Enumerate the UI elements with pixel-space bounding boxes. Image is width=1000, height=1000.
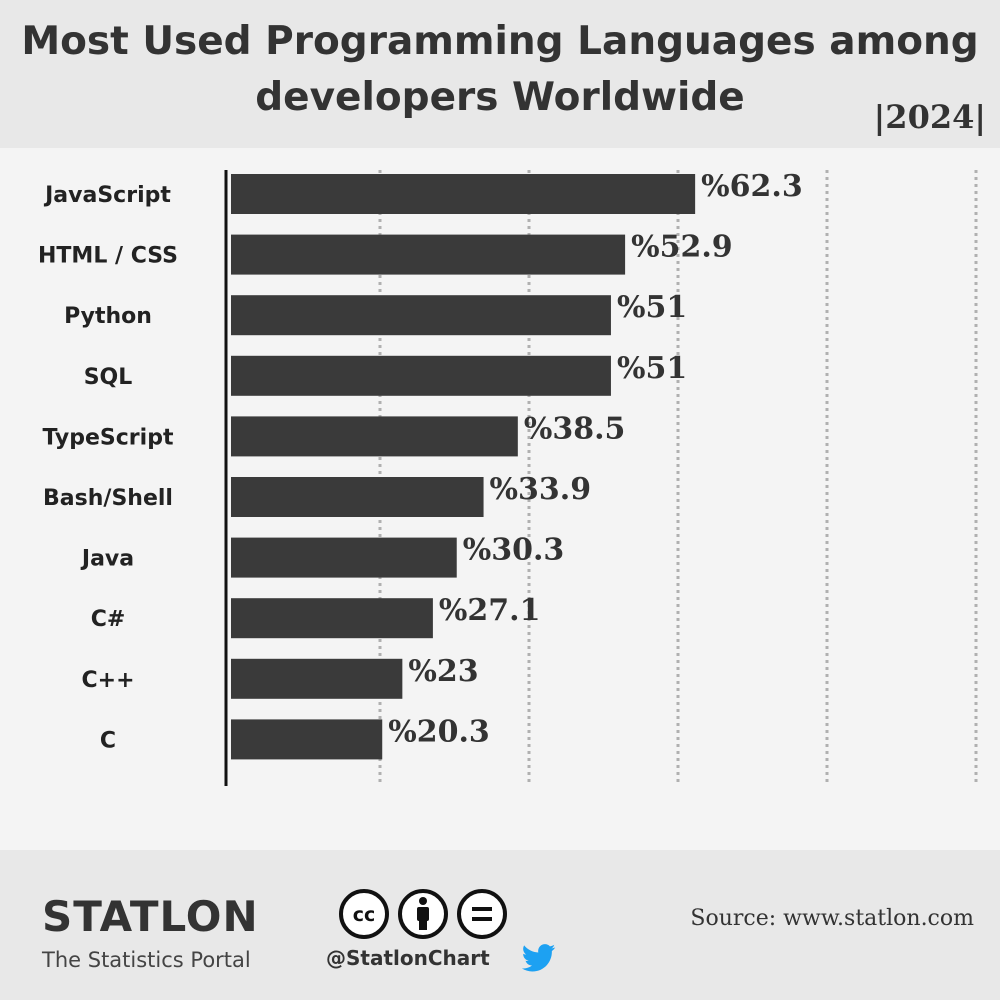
brand-name: STATLON (42, 892, 259, 941)
data-label: %38.5 (524, 411, 626, 446)
svg-text:cc: cc (353, 904, 376, 926)
data-label: %62.3 (701, 169, 803, 204)
data-label: %51 (617, 290, 687, 325)
twitter-icon[interactable] (522, 944, 556, 972)
bar-java (231, 537, 457, 578)
chart-year: |2024| (873, 98, 986, 136)
no-derivatives-icon (457, 889, 507, 939)
category-label: C# (91, 607, 126, 632)
bar-javascript (231, 174, 696, 214)
footer: STATLON The Statistics Portal cc @Statlo… (0, 850, 1000, 1000)
category-label: SQL (84, 365, 133, 390)
category-label: TypeScript (43, 425, 174, 450)
data-label: %51 (617, 351, 687, 386)
bar-c- (231, 658, 403, 699)
chart-title: Most Used Programming Languages among de… (21, 19, 979, 120)
cc-icon: cc (339, 889, 389, 939)
header: Most Used Programming Languages among de… (0, 0, 1000, 148)
data-label: %27.1 (439, 593, 541, 628)
source-note: Source: www.statlon.com (690, 906, 974, 931)
bar-html-css (231, 234, 626, 275)
social-handle[interactable]: @StatlonChart (326, 946, 490, 970)
category-label: Java (80, 547, 134, 572)
data-label: %23 (408, 654, 478, 689)
license-icons: cc (339, 889, 507, 939)
category-label: Bash/Shell (43, 486, 173, 511)
category-label: JavaScript (43, 183, 171, 208)
data-label: %30.3 (463, 533, 565, 568)
category-label: C++ (81, 668, 134, 693)
category-label: C (100, 728, 116, 753)
brand-tagline: The Statistics Portal (42, 948, 251, 972)
bar-typescript (231, 416, 518, 457)
data-label: %20.3 (388, 714, 490, 749)
bar-c (231, 719, 383, 760)
category-label: HTML / CSS (38, 244, 178, 269)
data-label: %52.9 (631, 230, 733, 265)
chart-area: JavaScript %62.3 HTML / CSS %52.9 Python %51 S… (0, 148, 1000, 850)
bar-bash-shell (231, 477, 484, 517)
bar-c- (231, 598, 433, 639)
bar-chart: JavaScript %62.3 HTML / CSS %52.9 Python %51 S… (38, 169, 978, 786)
bar-python (231, 295, 611, 336)
category-label: Python (64, 304, 152, 329)
bar-sql (231, 355, 611, 396)
attribution-icon (398, 889, 448, 939)
data-label: %33.9 (490, 472, 592, 507)
